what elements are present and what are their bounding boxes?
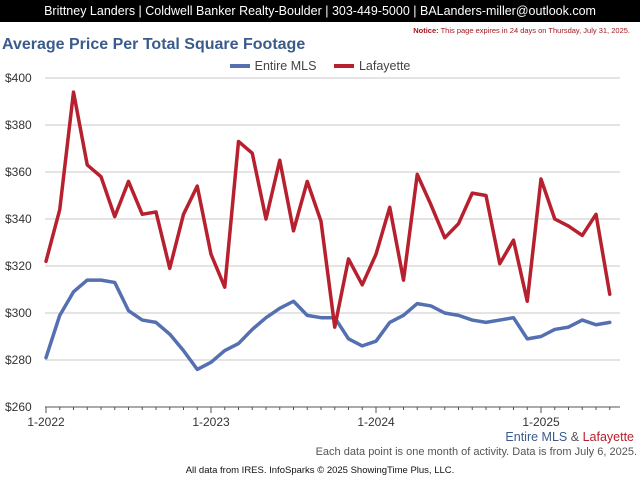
y-tick-label-320: $320 bbox=[5, 259, 32, 273]
x-tick-label-1-2023: 1-2023 bbox=[192, 415, 230, 429]
legend-label-lafayette: Lafayette bbox=[358, 59, 411, 73]
y-tick-label-400: $400 bbox=[5, 71, 32, 85]
notice-text: This page expires in 24 days on Thursday… bbox=[438, 26, 630, 35]
caption-ampersand: & bbox=[567, 430, 583, 444]
y-tick-label-340: $340 bbox=[5, 212, 32, 226]
series-line-lafayette bbox=[44, 90, 612, 329]
data-note: Each data point is one month of activity… bbox=[315, 446, 637, 458]
footer-credits: All data from IRES. InfoSparks © 2025 Sh… bbox=[185, 465, 455, 476]
y-tick-label-360: $360 bbox=[5, 165, 32, 179]
agent-header: Brittney Landers | Coldwell Banker Realt… bbox=[0, 0, 640, 22]
chart-caption: Entire MLS & Lafayette bbox=[505, 430, 634, 444]
x-tick-label-1-2025: 1-2025 bbox=[522, 415, 560, 429]
y-tick-label-300: $300 bbox=[5, 306, 32, 320]
legend-item-entire-mls[interactable]: Entire MLS bbox=[229, 59, 317, 73]
legend-swatch-entire-mls bbox=[229, 64, 250, 68]
y-tick-label-280: $280 bbox=[5, 353, 32, 367]
agent-header-text: Brittney Landers | Coldwell Banker Realt… bbox=[44, 4, 596, 18]
y-tick-label-260: $260 bbox=[5, 400, 32, 414]
series-line-entire-mls bbox=[44, 278, 612, 372]
x-tick-label-1-2024: 1-2024 bbox=[357, 415, 395, 429]
legend-swatch-lafayette bbox=[333, 64, 354, 68]
legend-item-lafayette[interactable]: Lafayette bbox=[333, 59, 411, 73]
notice-label: Notice: bbox=[413, 26, 439, 35]
chart-title: Average Price Per Total Square Footage bbox=[2, 36, 306, 53]
expiry-notice: Notice: This page expires in 24 days on … bbox=[413, 26, 630, 35]
caption-entire-mls: Entire MLS bbox=[505, 430, 568, 444]
y-tick-label-380: $380 bbox=[5, 118, 32, 132]
legend-label-entire-mls: Entire MLS bbox=[254, 59, 317, 73]
x-tick-label-1-2022: 1-2022 bbox=[27, 415, 65, 429]
caption-lafayette: Lafayette bbox=[582, 430, 634, 444]
chart-legend: Entire MLS Lafayette bbox=[0, 57, 640, 73]
